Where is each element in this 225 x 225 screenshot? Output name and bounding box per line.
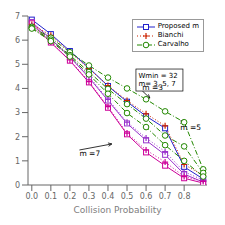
- svg-text:0.3: 0.3: [83, 192, 96, 201]
- svg-text:m =3: m =3: [142, 83, 163, 92]
- svg-text:0.5: 0.5: [121, 192, 134, 201]
- svg-text:1: 1: [15, 157, 20, 166]
- svg-text:3: 3: [15, 108, 20, 117]
- svg-text:4: 4: [15, 84, 20, 93]
- svg-text:0.6: 0.6: [140, 192, 153, 201]
- svg-text:2: 2: [15, 133, 20, 142]
- svg-text:7: 7: [15, 12, 20, 21]
- svg-text:0.2: 0.2: [64, 192, 77, 201]
- svg-text:5: 5: [15, 60, 20, 69]
- svg-text:0.8: 0.8: [178, 192, 191, 201]
- svg-text:0.4: 0.4: [102, 192, 115, 201]
- svg-text:Collision Probability: Collision Probability: [73, 205, 162, 215]
- svg-text:m =7: m =7: [79, 149, 100, 158]
- svg-text:0.0: 0.0: [25, 192, 38, 201]
- svg-text:0.7: 0.7: [159, 192, 172, 201]
- svg-text:6: 6: [15, 36, 20, 45]
- svg-text:0: 0: [15, 181, 20, 190]
- svg-text:m =5: m =5: [180, 123, 201, 132]
- svg-text:0.1: 0.1: [44, 192, 57, 201]
